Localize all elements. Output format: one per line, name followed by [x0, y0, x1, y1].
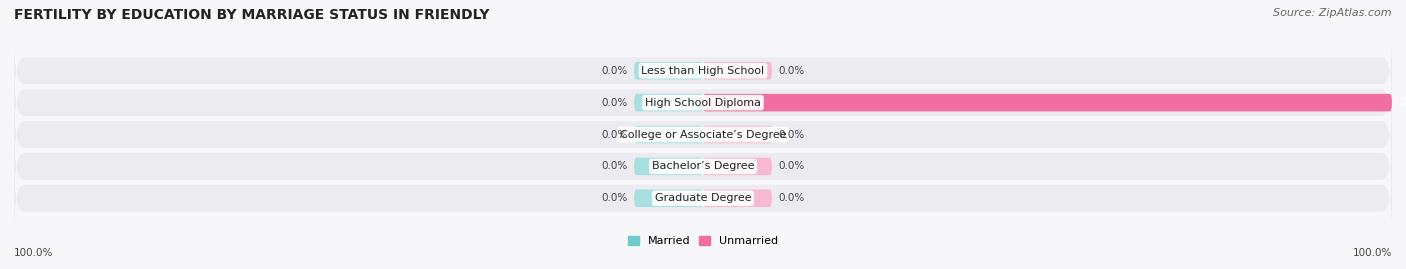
- Text: Graduate Degree: Graduate Degree: [655, 193, 751, 203]
- Text: FERTILITY BY EDUCATION BY MARRIAGE STATUS IN FRIENDLY: FERTILITY BY EDUCATION BY MARRIAGE STATU…: [14, 8, 489, 22]
- Text: 100.0%: 100.0%: [1353, 248, 1392, 258]
- FancyBboxPatch shape: [14, 132, 1392, 201]
- Text: 0.0%: 0.0%: [600, 98, 627, 108]
- FancyBboxPatch shape: [634, 158, 703, 175]
- Text: 0.0%: 0.0%: [779, 129, 806, 140]
- Text: 0.0%: 0.0%: [779, 161, 806, 171]
- FancyBboxPatch shape: [634, 62, 703, 80]
- FancyBboxPatch shape: [703, 126, 772, 143]
- Text: 0.0%: 0.0%: [779, 193, 806, 203]
- FancyBboxPatch shape: [634, 126, 703, 143]
- Text: Source: ZipAtlas.com: Source: ZipAtlas.com: [1274, 8, 1392, 18]
- FancyBboxPatch shape: [634, 189, 703, 207]
- Text: Bachelor’s Degree: Bachelor’s Degree: [652, 161, 754, 171]
- Text: 0.0%: 0.0%: [600, 161, 627, 171]
- Text: College or Associate’s Degree: College or Associate’s Degree: [620, 129, 786, 140]
- FancyBboxPatch shape: [703, 189, 772, 207]
- Text: High School Diploma: High School Diploma: [645, 98, 761, 108]
- Text: 100.0%: 100.0%: [14, 248, 53, 258]
- FancyBboxPatch shape: [14, 164, 1392, 233]
- Text: 0.0%: 0.0%: [600, 193, 627, 203]
- FancyBboxPatch shape: [14, 100, 1392, 169]
- Text: Less than High School: Less than High School: [641, 66, 765, 76]
- Legend: Married, Unmarried: Married, Unmarried: [627, 236, 779, 246]
- Text: 0.0%: 0.0%: [600, 66, 627, 76]
- FancyBboxPatch shape: [14, 68, 1392, 137]
- Text: 100.0%: 100.0%: [1402, 98, 1406, 108]
- FancyBboxPatch shape: [703, 158, 772, 175]
- FancyBboxPatch shape: [14, 36, 1392, 105]
- FancyBboxPatch shape: [634, 94, 703, 111]
- FancyBboxPatch shape: [703, 62, 772, 80]
- FancyBboxPatch shape: [703, 94, 1392, 111]
- Text: 0.0%: 0.0%: [779, 66, 806, 76]
- Text: 0.0%: 0.0%: [600, 129, 627, 140]
